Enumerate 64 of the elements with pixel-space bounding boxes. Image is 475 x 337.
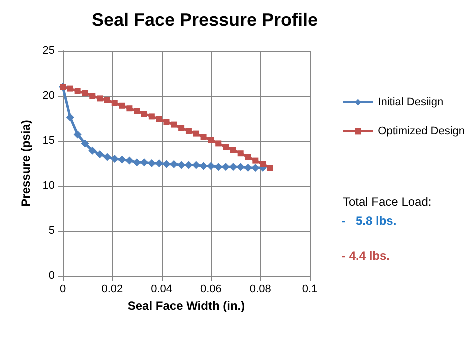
point: [178, 125, 185, 132]
point: [230, 147, 236, 153]
text: - 5.8 lbs.: [342, 214, 397, 228]
x-tick-label: 0.08: [250, 284, 272, 296]
point: [245, 154, 252, 160]
point: [74, 130, 82, 139]
text: Total Face Load:: [343, 195, 432, 209]
point: [97, 96, 104, 102]
y-tick-label: 15: [42, 135, 55, 147]
point: [162, 160, 171, 168]
chart-title: Seal Face Pressure Profile: [92, 10, 318, 30]
point: [200, 134, 207, 140]
point: [186, 128, 192, 134]
y-axis-title: Pressure (psia): [18, 120, 33, 207]
point: [148, 114, 155, 120]
point: [90, 93, 96, 99]
x-tick-label: 0.1: [302, 284, 318, 296]
point: [88, 146, 97, 155]
point: [81, 140, 90, 148]
point: [223, 144, 230, 150]
point: [267, 165, 274, 171]
point: [74, 88, 81, 94]
point: [148, 160, 156, 168]
point: [82, 90, 88, 96]
x-tick-label: 0.04: [151, 284, 173, 296]
x-axis-title: Seal Face Width (in.): [128, 298, 246, 313]
point: [164, 119, 170, 126]
y-tick-label: 0: [48, 270, 55, 282]
x-tick-label: 0.06: [200, 284, 222, 296]
point: [170, 160, 178, 168]
point: [126, 106, 133, 112]
y-tick-label: 25: [42, 45, 55, 57]
point: [156, 116, 162, 122]
point: [134, 108, 140, 114]
point: [66, 114, 74, 122]
point: [140, 158, 149, 167]
point: [112, 100, 118, 106]
point: [236, 163, 245, 172]
x-tick-label: 0.02: [102, 284, 124, 296]
point: [126, 156, 134, 165]
point: [171, 122, 178, 128]
point: [252, 158, 259, 164]
x-tick-label: 0: [60, 284, 66, 296]
legend-label: Initial Desiign: [378, 96, 444, 108]
y-tick-label: 10: [42, 180, 55, 192]
point: [214, 163, 223, 172]
point: [110, 155, 119, 163]
point: [67, 86, 74, 92]
legend-label: Optimized Design: [378, 126, 466, 138]
y-tick-label: 20: [42, 90, 55, 102]
y-tick-label: 5: [48, 225, 55, 237]
point: [142, 111, 148, 117]
point: [244, 164, 252, 172]
point: [193, 130, 200, 137]
text: - 4.4 lbs.: [342, 249, 390, 263]
point: [216, 140, 222, 147]
point: [104, 98, 110, 104]
point: [238, 150, 244, 157]
point: [260, 161, 266, 168]
point: [119, 102, 126, 109]
point: [208, 137, 214, 144]
point: [118, 156, 126, 164]
point: [103, 153, 112, 162]
point: [96, 150, 104, 158]
